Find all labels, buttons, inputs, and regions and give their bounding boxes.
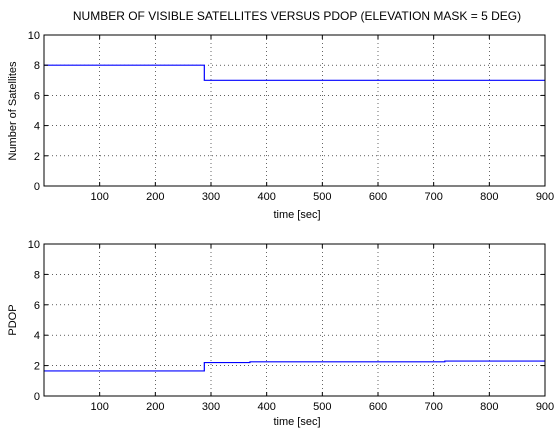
- satellites-x-tick-label: 900: [536, 191, 554, 203]
- satellites-x-tick-label: 500: [313, 191, 331, 203]
- satellites-y-tick-label: 4: [34, 121, 40, 133]
- pdop-x-axis-label: time [sec]: [273, 416, 320, 428]
- pdop-series-line: [44, 360, 545, 372]
- satellites-y-tick-label: 8: [34, 60, 40, 72]
- pdop-y-tick-label: 8: [34, 269, 40, 281]
- satellites-x-tick-label: 300: [202, 191, 220, 203]
- pdop-x-tick-label: 700: [424, 401, 442, 413]
- satellites-y-axis-label: Number of Satellites: [7, 61, 19, 161]
- pdop-y-tick-label: 2: [34, 361, 40, 373]
- pdop-x-tick-label: 400: [257, 401, 275, 413]
- satellites-x-tick-label: 200: [146, 191, 164, 203]
- satellites-y-tick-label: 6: [34, 90, 40, 102]
- pdop-y-tick-label: 0: [34, 391, 40, 403]
- pdop-y-tick-label: 10: [28, 239, 40, 251]
- satellites-y-tick-label: 2: [34, 151, 40, 163]
- chart-title: NUMBER OF VISIBLE SATELLITES VERSUS PDOP…: [73, 9, 521, 23]
- satellites-series-line: [44, 64, 545, 81]
- satellites-plot-area: [44, 35, 545, 186]
- pdop-y-axis-label: PDOP: [7, 304, 19, 335]
- pdop-plot-area: [44, 244, 545, 396]
- pdop-y-tick-label: 6: [34, 300, 40, 312]
- satellites-axes-box: [43, 34, 546, 187]
- pdop-x-tick-label: 300: [202, 401, 220, 413]
- pdop-plot: 100 200 300 400 500 600 700 800 900 0 2 4 6 8 10: [28, 239, 554, 413]
- pdop-x-tick-label: 100: [90, 401, 108, 413]
- satellites-y-tick-label: 0: [34, 181, 40, 193]
- satellites-x-tick-label: 700: [424, 191, 442, 203]
- satellites-x-tick-label: 400: [257, 191, 275, 203]
- satellites-y-tick-label: 10: [28, 30, 40, 42]
- satellites-x-tick-label: 600: [369, 191, 387, 203]
- pdop-y-tick-label: 4: [34, 330, 40, 342]
- satellites-x-tick-label: 100: [90, 191, 108, 203]
- satellites-x-tick-label: 800: [480, 191, 498, 203]
- pdop-x-tick-label: 200: [146, 401, 164, 413]
- pdop-x-tick-label: 800: [480, 401, 498, 413]
- satellites-x-axis-label: time [sec]: [273, 209, 320, 221]
- pdop-x-tick-label: 500: [313, 401, 331, 413]
- pdop-axes-box: [43, 243, 546, 397]
- pdop-x-tick-label: 900: [536, 401, 554, 413]
- pdop-x-tick-label: 600: [369, 401, 387, 413]
- satellites-plot: 100 200 300 400 500 600 700 800 900 0 2 4 6 8 10: [28, 30, 554, 203]
